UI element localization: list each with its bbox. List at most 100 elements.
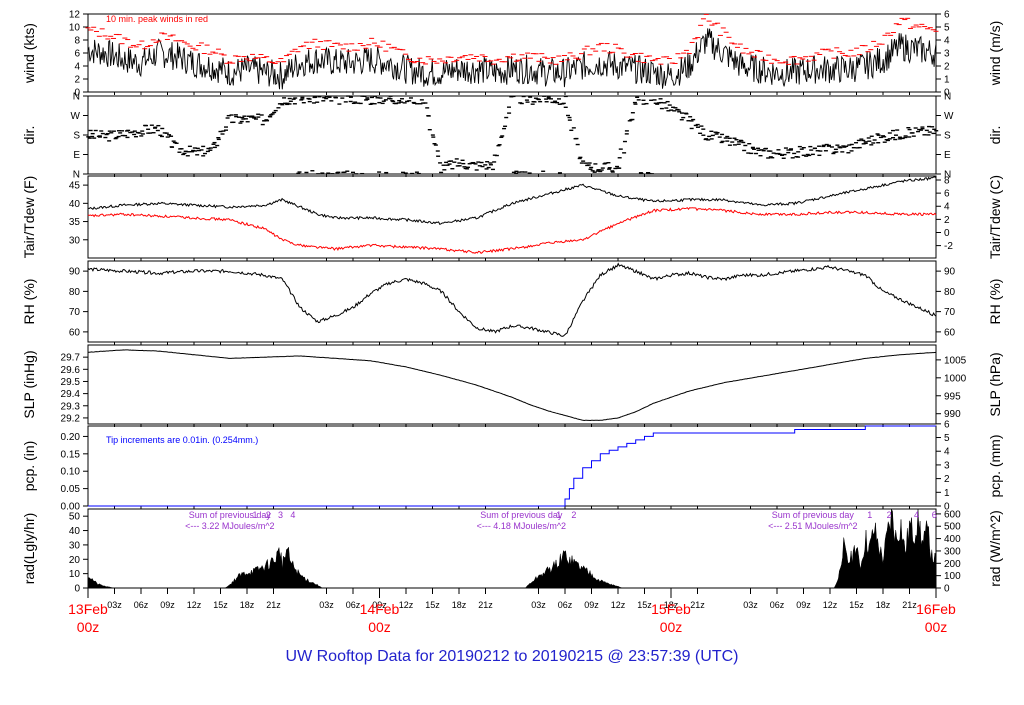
- left-tick-label-wind: 0: [74, 88, 80, 99]
- right-tick-label-dir: E: [944, 150, 951, 161]
- rad-note-line2: <--- 3.22 MJoules/m^2: [185, 521, 275, 531]
- x-day-label: 13Feb: [68, 601, 108, 617]
- x-hour-label: 12z: [187, 600, 202, 610]
- x-hour-label: 09z: [796, 600, 811, 610]
- left-tick-label-dir: S: [73, 131, 80, 142]
- x-hour-label: 18z: [664, 600, 679, 610]
- left-tick-label-wind: 8: [74, 36, 80, 47]
- x-hour-label: 09z: [584, 600, 599, 610]
- x-hour-label: 06z: [558, 600, 573, 610]
- right-tick-label-rad: 400: [944, 534, 961, 545]
- left-tick-label-rad: 40: [69, 526, 81, 537]
- left-tick-label-rh: 70: [69, 307, 81, 318]
- rad-note-line1: Sum of previous day: [189, 510, 272, 520]
- right-tick-label-temp: -2: [944, 241, 953, 252]
- x-hour-label: 15z: [637, 600, 652, 610]
- right-tick-label-wind: 2: [944, 62, 950, 73]
- series-precip: [88, 425, 936, 507]
- right-tick-label-pcp: 4: [944, 447, 950, 458]
- x-hour-label: 06z: [134, 600, 149, 610]
- rad-hour-mark: 2: [571, 510, 576, 520]
- x-hour-label: 03z: [743, 600, 758, 610]
- panel-pcp: 0.00 0.05 0.10 0.15 0.20 0 1 2 3 4 5 6 pcp. (in) pcp.…: [21, 419, 1003, 512]
- x-hour-label: 21z: [266, 600, 281, 610]
- right-tick-label-pcp: 0: [944, 502, 950, 513]
- ylabel-left-rad: rad(Lgly/hr): [21, 513, 37, 585]
- x-day-label: 14Feb: [360, 601, 400, 617]
- right-tick-label-rh: 70: [944, 307, 956, 318]
- rad-note-line1: Sum of previous day: [772, 510, 855, 520]
- left-tick-label-pcp: 0.15: [61, 449, 81, 460]
- x-hour-label: 03z: [531, 600, 546, 610]
- rad-hour-mark: 3: [278, 510, 283, 520]
- right-tick-label-dir: W: [944, 111, 954, 122]
- right-tick-label-rh: 80: [944, 287, 956, 298]
- right-tick-label-slp: 995: [944, 391, 961, 402]
- x-day-sublabel: 00z: [77, 619, 100, 635]
- ylabel-left-temp: Tair/Tdew (F): [21, 176, 37, 258]
- left-tick-label-slp: 29.5: [61, 377, 81, 388]
- chart-title: UW Rooftop Data for 20190212 to 20190215…: [285, 648, 739, 665]
- left-tick-label-wind: 12: [69, 10, 81, 21]
- right-tick-label-slp: 1000: [944, 373, 967, 384]
- left-tick-label-dir: N: [73, 170, 80, 181]
- x-hour-label: 06z: [346, 600, 361, 610]
- right-tick-label-temp: 4: [944, 202, 950, 213]
- panel-rh: 60 70 80 90 60 70 80 90 RH (%) RH (%): [21, 260, 1003, 345]
- panel-temp: 30 35 40 45 -2 0 2 4 6 8 Tair/Tdew (F) Tair/Tdew (C…: [21, 175, 1003, 261]
- rad-hour-mark: 2: [887, 510, 892, 520]
- ylabel-right-dir: dir.: [987, 126, 1003, 145]
- right-tick-label-temp: 2: [944, 215, 950, 226]
- panel-frame-temp: [87, 175, 937, 259]
- series-temp-tdew: [87, 207, 937, 254]
- x-hour-label: 06z: [770, 600, 785, 610]
- left-tick-label-rh: 90: [69, 267, 81, 278]
- left-tick-label-dir: N: [73, 92, 80, 103]
- x-hour-label: 09z: [160, 600, 175, 610]
- x-day-sublabel: 00z: [660, 619, 683, 635]
- x-axis: 03z 06z 09z 12z 15z 18z 21z 03z 06z 09z 12z 15z 18z 2…: [68, 588, 956, 635]
- x-hour-label: 18z: [240, 600, 255, 610]
- right-tick-label-rad: 500: [944, 522, 961, 533]
- left-tick-label-rad: 0: [74, 584, 80, 595]
- right-tick-label-pcp: 3: [944, 460, 950, 471]
- left-tick-label-dir: W: [71, 111, 81, 122]
- series-temp-tair: [87, 176, 937, 225]
- ylabel-right-wind: wind (m/s): [987, 21, 1003, 87]
- rad-hour-mark: 2: [266, 510, 271, 520]
- x-hour-label: 09z: [372, 600, 387, 610]
- left-tick-label-rad: 20: [69, 555, 81, 566]
- rad-note-line1: Sum of previous day: [480, 510, 563, 520]
- panel-rad: 010203040500100200300400500600rad(Lgly/h…: [21, 508, 1003, 595]
- left-tick-label-wind: 6: [74, 49, 80, 60]
- right-tick-label-wind: 4: [944, 36, 950, 47]
- panel-frame-dir: [87, 95, 937, 175]
- rad-note-line2: <--- 4.18 MJoules/m^2: [477, 521, 567, 531]
- left-tick-label-slp: 29.2: [61, 413, 81, 424]
- left-tick-label-temp: 30: [69, 235, 81, 246]
- right-tick-label-slp: 1005: [944, 355, 967, 366]
- left-tick-label-rh: 60: [69, 327, 81, 338]
- left-tick-label-rh: 80: [69, 287, 81, 298]
- series-radiation: [87, 508, 937, 589]
- series-rh-rh: [87, 262, 937, 337]
- ylabel-left-slp: SLP (inHg): [21, 350, 37, 418]
- ylabel-right-rad: rad (W/m^2): [987, 510, 1003, 587]
- rad-hour-mark: 1: [252, 510, 257, 520]
- panel-slp: 29.229.329.429.529.629.7 990 995 1000 1005 SL…: [21, 344, 1003, 427]
- right-tick-label-dir: N: [944, 170, 951, 181]
- ylabel-right-slp: SLP (hPa): [987, 352, 1003, 416]
- right-tick-label-rad: 600: [944, 509, 961, 520]
- right-tick-label-rad: 300: [944, 546, 961, 557]
- x-hour-label: 21z: [902, 600, 917, 610]
- x-day-sublabel: 00z: [925, 619, 948, 635]
- left-tick-label-slp: 29.6: [61, 365, 81, 376]
- ylabel-left-wind: wind (kts): [21, 23, 37, 84]
- ylabel-right-rh: RH (%): [987, 279, 1003, 325]
- left-tick-label-rad: 30: [69, 540, 81, 551]
- ylabel-right-pcp: pcp. (mm): [987, 435, 1003, 498]
- x-hour-label: 12z: [399, 600, 414, 610]
